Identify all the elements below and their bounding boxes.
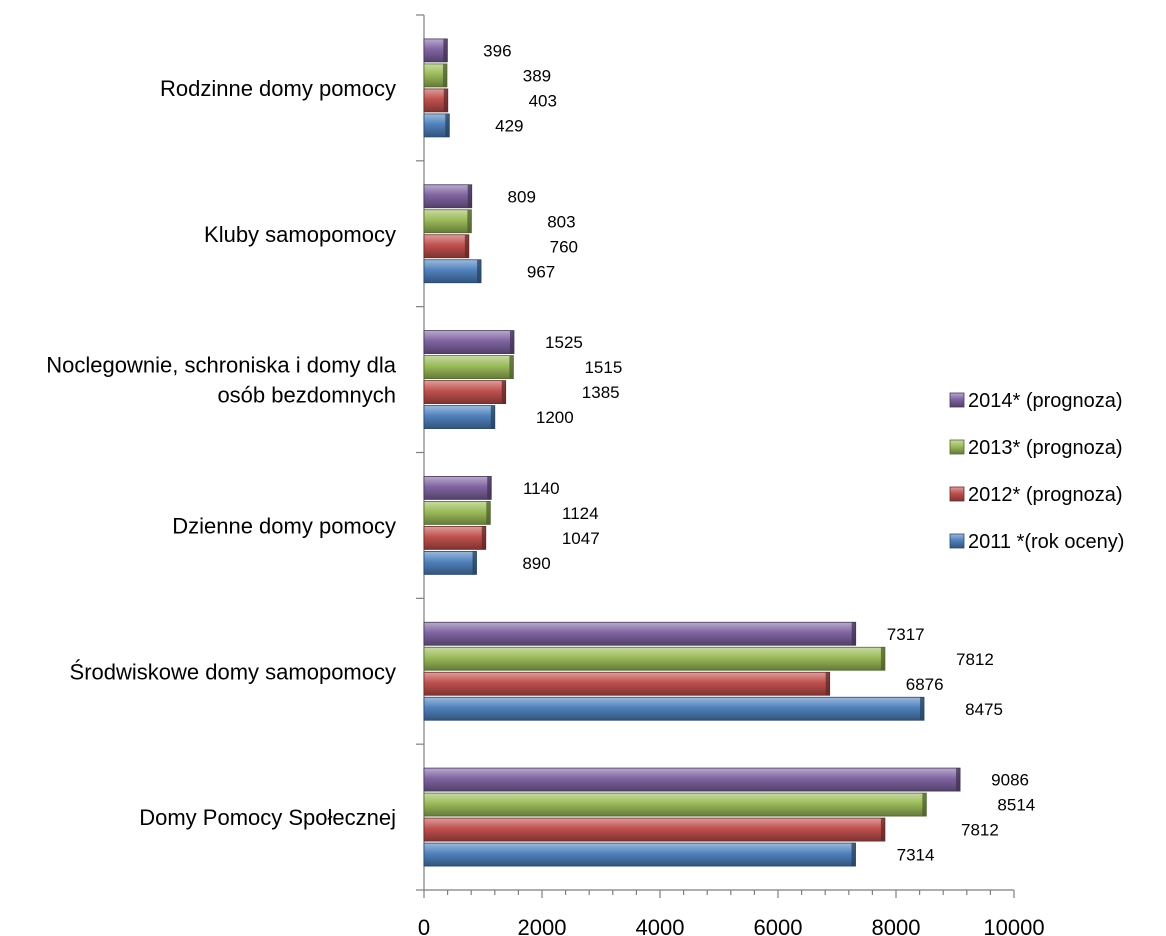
x-tick-label: 4000 bbox=[636, 915, 685, 936]
x-tick-label: 10000 bbox=[983, 915, 1044, 936]
bar bbox=[423, 113, 450, 138]
data-label: 803 bbox=[547, 212, 575, 231]
x-tick-label: 0 bbox=[418, 915, 430, 936]
category-label: Domy Pomocy Społecznej bbox=[139, 805, 396, 830]
data-label: 429 bbox=[495, 116, 523, 135]
bar bbox=[423, 405, 496, 429]
legend-label: 2013* (prognoza) bbox=[968, 437, 1123, 459]
bar bbox=[423, 501, 491, 525]
data-label: 809 bbox=[508, 187, 536, 206]
data-label: 6876 bbox=[906, 675, 944, 694]
legend-swatch bbox=[949, 392, 965, 408]
x-tick-label: 2000 bbox=[518, 915, 567, 936]
bar bbox=[423, 330, 515, 354]
bar bbox=[423, 792, 927, 817]
data-label: 8475 bbox=[965, 700, 1003, 719]
legend-swatch bbox=[949, 486, 965, 502]
data-label: 7317 bbox=[887, 625, 925, 644]
bar bbox=[423, 842, 856, 867]
legend-swatch bbox=[949, 439, 965, 455]
data-label: 396 bbox=[483, 41, 511, 60]
bar bbox=[423, 551, 477, 575]
x-tick-label: 8000 bbox=[872, 915, 921, 936]
bar bbox=[423, 209, 472, 234]
bar bbox=[423, 817, 886, 842]
legend-item: 2011 *(rok oceny) bbox=[949, 531, 1124, 553]
bar bbox=[423, 184, 473, 209]
legend-item: 2013* (prognoza) bbox=[949, 437, 1123, 459]
data-label: 1385 bbox=[582, 383, 620, 402]
legend-item: 2014* (prognoza) bbox=[949, 390, 1123, 412]
data-label: 389 bbox=[523, 66, 551, 85]
data-label: 7314 bbox=[897, 846, 935, 865]
bar bbox=[423, 671, 831, 696]
bar bbox=[423, 259, 482, 284]
data-label: 9086 bbox=[991, 771, 1029, 790]
bar bbox=[423, 380, 507, 404]
legend-item: 2012* (prognoza) bbox=[949, 484, 1123, 506]
category-label: Rodzinne domy pomocy bbox=[160, 76, 396, 101]
bar bbox=[423, 476, 492, 500]
data-label: 967 bbox=[527, 262, 555, 281]
bar bbox=[423, 88, 449, 113]
bar bbox=[423, 696, 925, 721]
bar bbox=[423, 621, 857, 646]
bar bbox=[423, 526, 487, 550]
category-label: Dzienne domy pomocy bbox=[172, 513, 396, 538]
bar bbox=[423, 234, 470, 259]
data-label: 1140 bbox=[523, 479, 560, 498]
data-label: 1200 bbox=[536, 408, 574, 427]
bar bbox=[423, 38, 448, 63]
legend-swatch bbox=[949, 533, 965, 549]
bar bbox=[423, 63, 448, 88]
bar bbox=[423, 646, 886, 671]
x-tick-label: 6000 bbox=[754, 915, 803, 936]
bar bbox=[423, 767, 961, 792]
data-label: 890 bbox=[522, 554, 550, 573]
legend-label: 2011 *(rok oceny) bbox=[968, 531, 1124, 553]
data-label: 403 bbox=[529, 91, 557, 110]
category-label: Kluby samopomocy bbox=[204, 222, 396, 247]
data-label: 760 bbox=[550, 237, 578, 256]
data-label: 7812 bbox=[956, 650, 994, 669]
data-label: 1525 bbox=[545, 333, 583, 352]
data-label: 1047 bbox=[562, 529, 600, 548]
category-label: Noclegownie, schroniska i domy dla osób b… bbox=[46, 353, 396, 408]
data-label: 8514 bbox=[997, 796, 1035, 815]
data-label: 1515 bbox=[584, 358, 622, 377]
data-label: 7812 bbox=[961, 821, 999, 840]
bar bbox=[423, 355, 514, 379]
category-label: Środwiskowe domy samopomocy bbox=[70, 659, 396, 684]
data-label: 1124 bbox=[562, 504, 599, 523]
legend-label: 2014* (prognoza) bbox=[968, 390, 1123, 412]
legend-label: 2012* (prognoza) bbox=[968, 484, 1123, 506]
